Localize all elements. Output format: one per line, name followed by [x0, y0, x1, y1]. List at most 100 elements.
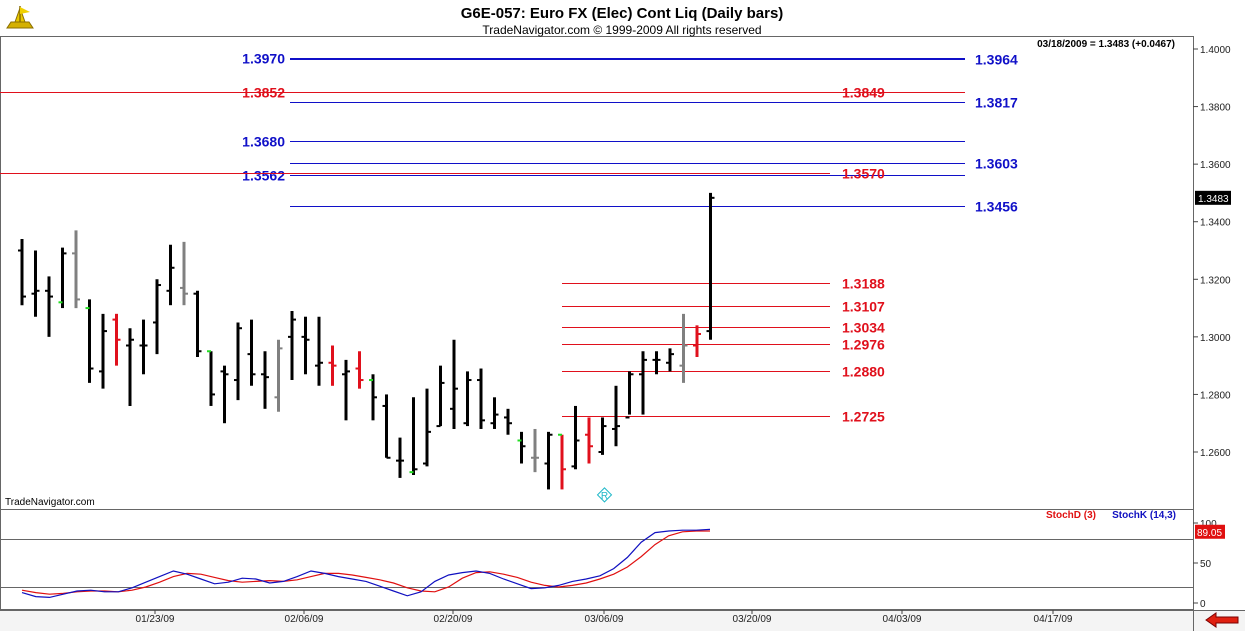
price-axis-label: 1.2800 [1200, 390, 1231, 401]
level-label-1.3970: 1.3970 [242, 51, 285, 67]
date-axis-label: 02/06/09 [285, 614, 324, 625]
ohlc-bar [369, 374, 377, 421]
ohlc-bar [328, 345, 337, 386]
ohlc-bar [598, 417, 607, 455]
price-axis-label: 1.3800 [1200, 103, 1231, 114]
ohlc-bar [652, 351, 661, 375]
level-label-1.2880: 1.2880 [842, 364, 885, 380]
price-axis-label: 1.3400 [1200, 218, 1231, 229]
ohlc-bar [126, 328, 134, 406]
price-axis-label: 1.3200 [1200, 275, 1231, 286]
levels-layer: 1.3970 1.3964 1.3852 1.3849 1.3817 1.3680 1.36… [0, 51, 1018, 425]
ohlc-bar [571, 405, 580, 470]
ohlc-bar [409, 397, 418, 476]
stoch-axis-label: 100 [1200, 519, 1217, 530]
ohlc-bar [517, 431, 526, 464]
level-label-1.3562: 1.3562 [242, 168, 285, 184]
ohlc-bar [504, 408, 512, 435]
ohlc-bar [274, 339, 283, 412]
ohlc-bar [423, 388, 431, 467]
ohlc-bar [99, 313, 107, 389]
ohlc-bar [436, 365, 445, 428]
level-label-1.3603: 1.3603 [975, 156, 1018, 172]
level-label-1.3852: 1.3852 [242, 85, 285, 101]
price-axis: 1.2600 1.2800 1.3000 1.3200 1.3400 1.3600 1.38… [1193, 45, 1231, 459]
ohlc-bar [288, 310, 296, 381]
date-axis-label: 02/20/09 [434, 614, 473, 625]
last-price-box [1195, 190, 1231, 205]
date-axis-label: 04/03/09 [883, 614, 922, 625]
ohlc-bar [693, 325, 701, 358]
level-label-1.3034: 1.3034 [842, 320, 885, 336]
ohlc-bar [112, 313, 121, 366]
ohlc-bar [531, 428, 539, 473]
quote-readout: 03/18/2009 = 1.3483 (+0.0467) [1037, 39, 1175, 50]
level-label-1.3570: 1.3570 [842, 166, 885, 182]
price-pane [0, 36, 1194, 510]
watermark-text: TradeNavigator.com [5, 497, 95, 508]
reversal-marker-label: R [601, 491, 608, 502]
level-label-1.3964: 1.3964 [975, 52, 1018, 68]
ohlc-bar [544, 431, 553, 490]
ohlc-bar [220, 365, 229, 424]
ohlc-bar [85, 299, 94, 383]
ohlc-bar [166, 244, 175, 306]
level-label-1.2725: 1.2725 [842, 409, 885, 425]
date-axis-label: 04/17/09 [1034, 614, 1073, 625]
ohlc-bar [490, 397, 499, 429]
date-axis-label: 03/06/09 [585, 614, 624, 625]
ohlc-bar [396, 437, 404, 478]
ohlc-bar [585, 417, 593, 464]
ohlc-bar [342, 359, 350, 421]
stoch-axis-label: 0 [1200, 599, 1206, 610]
date-axis-strip [0, 610, 1245, 631]
ohlc-bar [639, 351, 647, 415]
chart-subtitle: TradeNavigator.com © 1999-2009 All right… [482, 23, 761, 37]
level-label-1.3849: 1.3849 [842, 85, 885, 101]
last-price-label: 1.3483 [1198, 194, 1229, 205]
ohlc-bar [477, 368, 485, 429]
level-label-1.3456: 1.3456 [975, 199, 1018, 215]
ohlc-bar [625, 371, 634, 419]
ohlc-bar [193, 290, 202, 358]
ohlc-bar [139, 319, 148, 375]
ohlc-bar [45, 276, 53, 337]
ohlc-bar [18, 238, 26, 306]
ohlc-bar [450, 339, 458, 429]
date-axis: 01/23/09 02/06/09 02/20/09 03/06/09 03/20/09… [136, 610, 1073, 625]
stochastic-pane [0, 509, 1194, 610]
ohlc-bar [355, 351, 364, 389]
level-label-1.3817: 1.3817 [975, 95, 1018, 111]
ohlc-bar [31, 250, 40, 317]
ohlc-bar [679, 313, 688, 383]
ohlc-bar [247, 319, 256, 386]
level-label-1.3680: 1.3680 [242, 134, 285, 150]
ohlc-bar [612, 385, 620, 447]
ohlc-bar [58, 247, 67, 309]
stoch-axis-label: 50 [1200, 559, 1212, 570]
ohlc-bar [234, 322, 242, 401]
stoch-last-label: 89.05 [1197, 528, 1222, 539]
ohlc-bar [315, 316, 323, 386]
level-label-1.3188: 1.3188 [842, 276, 885, 292]
ohlc-bar [706, 192, 715, 340]
ohlc-bar [180, 241, 188, 306]
chart-title: G6E-057: Euro FX (Elec) Cont Liq (Daily … [461, 5, 784, 22]
logo-icon [6, 6, 34, 29]
price-bars: R [18, 192, 715, 503]
ohlc-bar [72, 230, 80, 309]
ohlc-bar [301, 316, 310, 375]
ohlc-bar [558, 433, 566, 490]
scroll-left-arrow[interactable] [1205, 612, 1239, 628]
level-label-1.2976: 1.2976 [842, 337, 885, 353]
ohlc-bar [666, 348, 674, 372]
stochastic-lines [0, 528, 1193, 599]
price-axis-label: 1.4000 [1200, 45, 1231, 56]
ohlc-bar [207, 350, 215, 406]
ohlc-bar [153, 279, 161, 355]
legend-stochd: StochD (3) [1046, 510, 1096, 521]
price-axis-label: 1.3000 [1200, 333, 1231, 344]
